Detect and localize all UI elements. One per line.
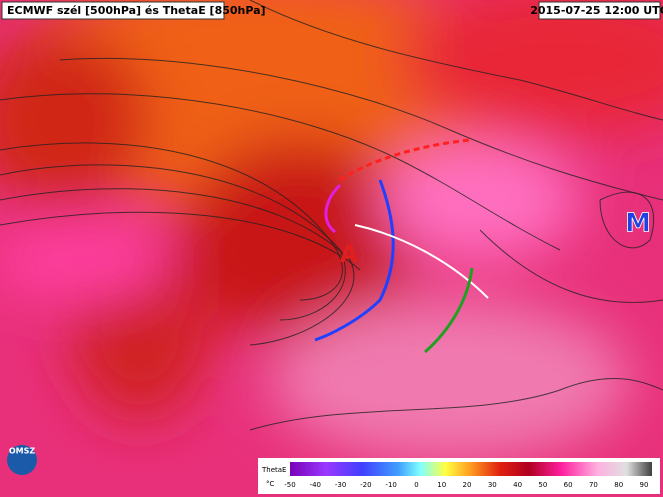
high-label: M <box>625 209 651 239</box>
colorbar-tick-label: 10 <box>437 481 446 489</box>
colorbar-tick-label: 60 <box>564 481 573 489</box>
colorbar <box>290 462 652 476</box>
colorbar-title: ThetaE <box>261 466 286 474</box>
colorbar-tick-label: -50 <box>284 481 295 489</box>
colorbar-tick-label: 80 <box>614 481 623 489</box>
colorbar-unit: °C <box>266 480 275 488</box>
colorbar-tick-label: 70 <box>589 481 598 489</box>
colorbar-tick-label: 0 <box>414 481 418 489</box>
colorbar-tick-label: -20 <box>360 481 371 489</box>
datetime: 2015-07-25 12:00 UTC <box>530 4 663 17</box>
colorbar-tick-label: -30 <box>335 481 346 489</box>
colorbar-tick-label: 30 <box>488 481 497 489</box>
isobars <box>0 0 663 431</box>
colorbar-tick-label: 90 <box>640 481 649 489</box>
logo-icon <box>7 445 37 475</box>
colorbar-tick-label: 50 <box>538 481 547 489</box>
logo-text: OMSZ <box>9 447 36 456</box>
colorbar-tick-label: -10 <box>385 481 396 489</box>
low-label: A <box>340 240 359 268</box>
datetime-box <box>538 1 661 20</box>
colorbar-ticks: -50 -40 -30 -20 -10 0 10 20 30 40 50 60 70 80 90 <box>284 481 648 489</box>
colorbar-tick-label: 20 <box>463 481 472 489</box>
title: ECMWF szél [500hPa] és ThetaE [850hPa] <box>7 4 266 17</box>
title-box <box>1 1 225 20</box>
fronts <box>314 138 489 354</box>
colorbar-tick-label: 40 <box>513 481 522 489</box>
colorbar-tick-label: -40 <box>310 481 321 489</box>
